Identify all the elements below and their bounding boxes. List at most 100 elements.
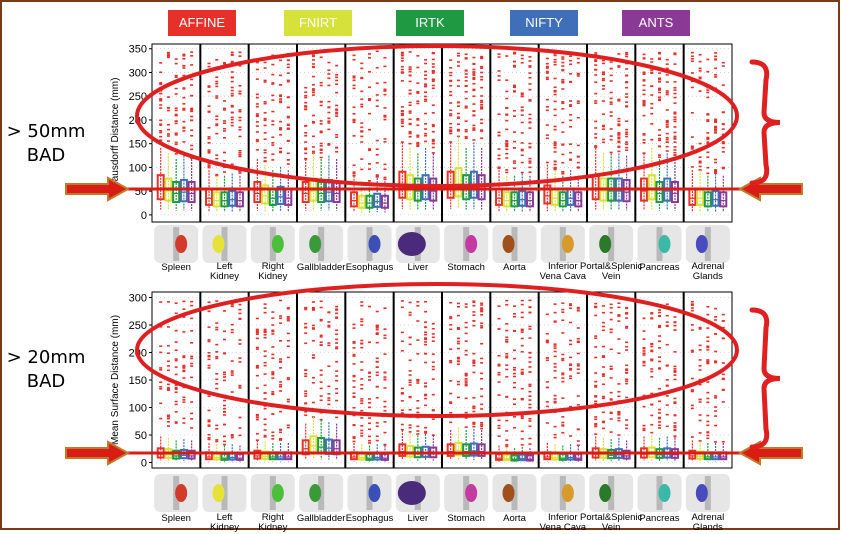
outlier-point [319,130,323,133]
outlier-point [368,422,371,425]
outlier-point [464,91,468,93]
outlier-point [625,427,629,430]
outlier-point [464,374,468,377]
outlier-point [230,60,234,63]
outlier-point [223,399,226,402]
outlier-point [505,336,509,339]
outlier-point [431,51,435,54]
outlier-point [215,326,219,329]
outlier-point [215,378,219,381]
outlier-point [480,308,484,310]
outlier-point [520,132,524,134]
outlier-point [207,86,211,88]
outlier-point [335,399,339,402]
outlier-point [601,373,605,375]
outlier-point [698,401,702,403]
outlier-point [528,385,532,388]
outlier-point [383,93,387,96]
outlier-point [513,398,516,400]
outlier-point [714,172,718,174]
outlier-point [601,88,605,90]
outlier-point [545,386,549,389]
outlier-point [714,76,718,78]
outlier-point [594,92,598,95]
outlier-point [431,434,435,436]
outlier-point [673,102,677,104]
outlier-point [360,346,364,349]
outlier-point [335,338,339,341]
outlier-point [706,359,710,361]
outlier-point [424,83,428,85]
outlier-point [238,152,242,154]
outlier-point [408,112,412,114]
outlier-point [576,365,580,367]
outlier-point [665,413,669,416]
outlier-point [497,56,501,58]
outlier-point [449,421,453,424]
outlier-point [207,352,211,354]
outlier-point [174,109,178,112]
outlier-point [431,130,435,133]
outlier-point [255,414,259,417]
stomach-icon [444,474,489,512]
outlier-point [609,377,613,379]
outlier-point [238,110,242,113]
outlier-point [520,430,524,433]
outlier-point [327,403,331,406]
outlier-point [230,116,234,119]
outlier-point [424,140,428,143]
outlier-point [561,88,565,90]
outlier-point [513,84,516,87]
liver-icon [395,225,440,263]
outlier-point [642,103,646,106]
outlier-point [166,388,170,390]
outlier-point [449,324,453,326]
outlier-point [279,437,283,440]
outlier-point [190,144,194,147]
outlier-point [190,94,194,97]
outlier-point [319,374,323,376]
outlier-point [335,347,339,350]
outlier-point [528,417,532,420]
right-kidney-icon [250,225,295,263]
outlier-point [311,55,315,58]
outlier-point [304,390,308,393]
outlier-point [625,378,629,381]
outlier-point [601,77,605,80]
outlier-point [223,338,226,341]
outlier-point [472,407,476,410]
outlier-point [223,352,226,355]
outlier-point [625,86,629,89]
outlier-point [271,431,275,434]
outlier-point [617,117,621,120]
outlier-point [279,299,283,302]
outlier-point [553,52,557,55]
outlier-point [472,371,476,374]
outlier-point [520,415,524,418]
outlier-point [286,140,290,142]
outlier-point [271,333,275,335]
outlier-point [230,121,234,124]
outlier-point [255,387,259,389]
outlier-point [182,126,186,129]
outlier-point [182,356,186,359]
outlier-point [706,336,710,339]
outlier-point [327,69,331,72]
outlier-point [545,124,549,126]
outlier-point [520,373,524,375]
outlier-point [360,131,364,133]
outlier-point [505,364,509,367]
outlier-point [480,95,484,97]
outlier-point [617,146,621,149]
outlier-point [601,383,605,386]
outlier-point [698,76,702,79]
outlier-point [594,418,598,421]
outlier-point [569,339,573,342]
outlier-point [553,63,557,66]
outlier-point [472,76,476,79]
category-label: Left Kidney [210,261,239,282]
outlier-point [520,350,524,353]
outlier-point [594,52,598,54]
outlier-point [658,335,661,337]
outlier-point [665,136,669,139]
